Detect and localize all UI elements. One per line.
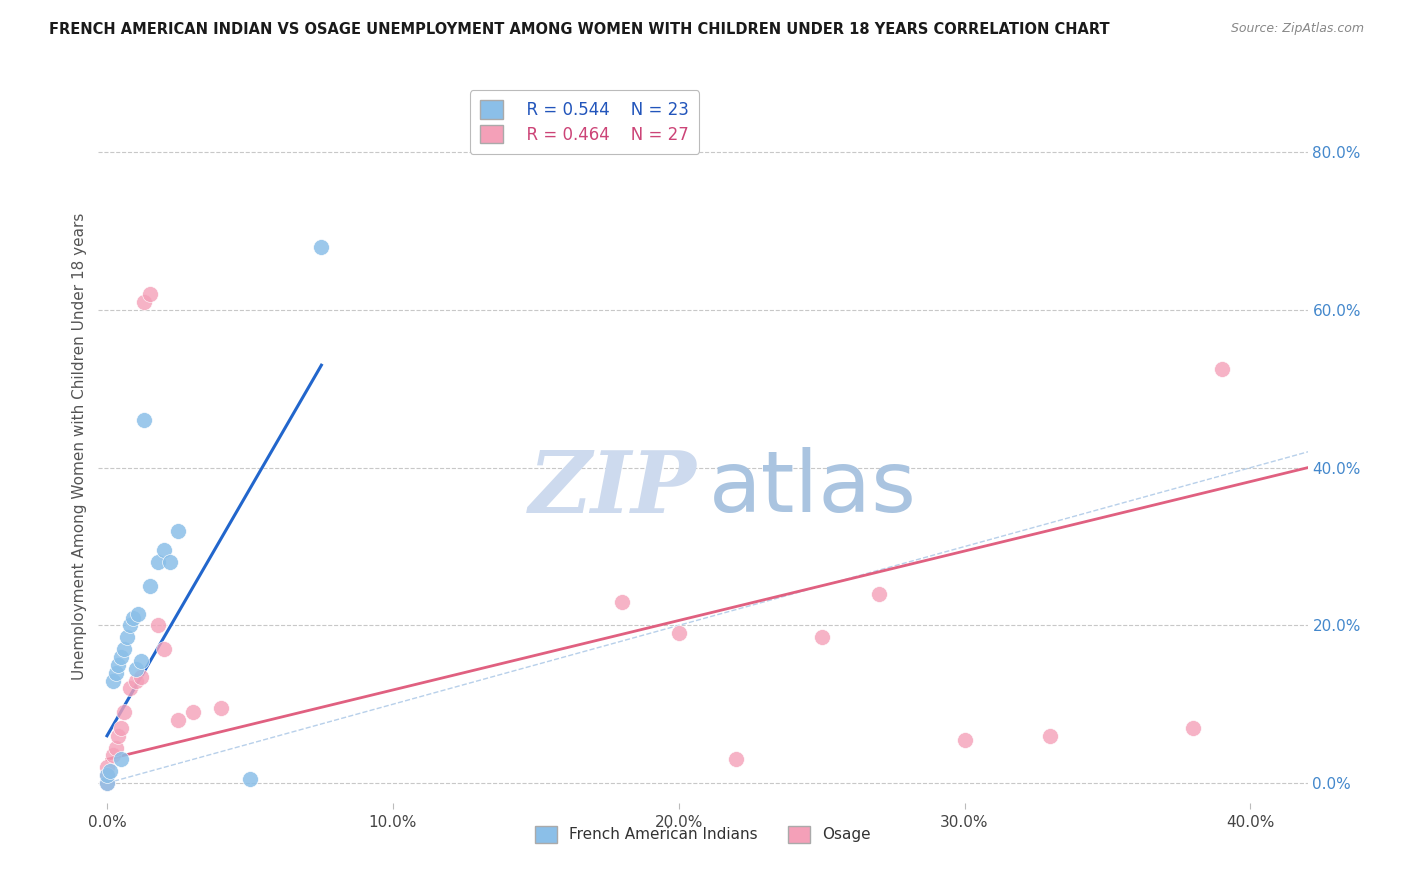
- Legend: French American Indians, Osage: French American Indians, Osage: [530, 820, 876, 848]
- Point: [110, 721, 132, 735]
- Point: [668, 626, 690, 640]
- Point: [104, 665, 127, 680]
- Point: [96, 760, 118, 774]
- Point: [112, 642, 135, 657]
- Point: [153, 642, 176, 657]
- Point: [148, 618, 170, 632]
- Point: [98, 764, 121, 779]
- Point: [610, 595, 633, 609]
- Point: [121, 610, 143, 624]
- Point: [96, 776, 118, 790]
- Text: ZIP: ZIP: [529, 447, 697, 531]
- Point: [134, 413, 156, 427]
- Point: [167, 524, 190, 538]
- Point: [953, 732, 976, 747]
- Point: [139, 287, 162, 301]
- Point: [112, 705, 135, 719]
- Point: [124, 673, 146, 688]
- Point: [96, 768, 118, 782]
- Point: [118, 681, 141, 696]
- Point: [167, 713, 190, 727]
- Point: [129, 670, 152, 684]
- Point: [127, 607, 149, 621]
- Point: [115, 630, 138, 644]
- Point: [101, 748, 124, 763]
- Point: [96, 776, 118, 790]
- Point: [110, 752, 132, 766]
- Point: [107, 729, 129, 743]
- Point: [139, 579, 162, 593]
- Point: [239, 772, 262, 786]
- Point: [1182, 721, 1205, 735]
- Point: [153, 543, 176, 558]
- Point: [134, 295, 156, 310]
- Point: [810, 630, 832, 644]
- Point: [181, 705, 204, 719]
- Point: [311, 240, 333, 254]
- Point: [124, 662, 146, 676]
- Point: [104, 740, 127, 755]
- Point: [1039, 729, 1062, 743]
- Point: [148, 555, 170, 569]
- Point: [101, 673, 124, 688]
- Point: [159, 555, 181, 569]
- Point: [209, 701, 232, 715]
- Point: [96, 768, 118, 782]
- Text: atlas: atlas: [709, 447, 917, 531]
- Y-axis label: Unemployment Among Women with Children Under 18 years: Unemployment Among Women with Children U…: [72, 212, 87, 680]
- Point: [118, 618, 141, 632]
- Text: Source: ZipAtlas.com: Source: ZipAtlas.com: [1230, 22, 1364, 36]
- Text: FRENCH AMERICAN INDIAN VS OSAGE UNEMPLOYMENT AMONG WOMEN WITH CHILDREN UNDER 18 : FRENCH AMERICAN INDIAN VS OSAGE UNEMPLOY…: [49, 22, 1109, 37]
- Point: [129, 654, 152, 668]
- Point: [110, 649, 132, 664]
- Point: [724, 752, 747, 766]
- Point: [1211, 362, 1233, 376]
- Point: [107, 657, 129, 672]
- Point: [868, 587, 890, 601]
